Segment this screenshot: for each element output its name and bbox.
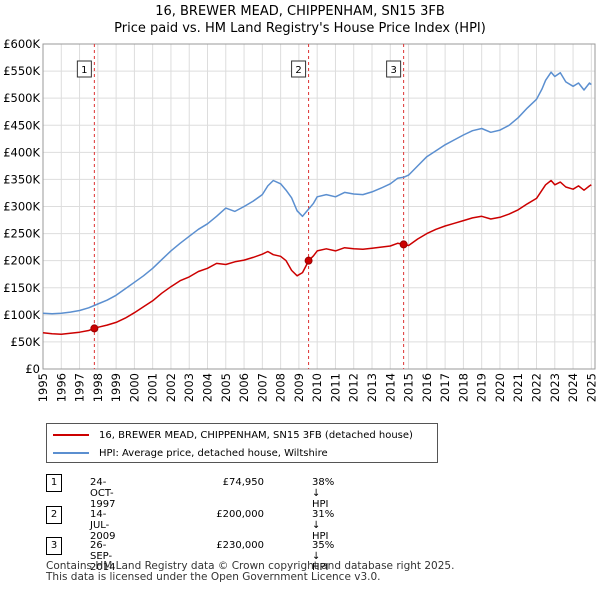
y-tick-label: £400K <box>3 145 40 159</box>
y-tick-label: £250K <box>3 227 40 241</box>
x-tick-label: 2015 <box>402 373 416 402</box>
x-tick-label: 2003 <box>182 373 196 402</box>
x-tick-label: 1996 <box>54 373 68 402</box>
y-tick-label: £150K <box>3 281 40 295</box>
y-tick-label: £0 <box>25 362 40 376</box>
legend-item-hpi: HPI: Average price, detached house, Wilt… <box>53 445 328 461</box>
y-tick-label: £450K <box>3 118 40 132</box>
x-tick-label: 2005 <box>219 373 233 402</box>
sale-marker-label: 3 <box>390 65 396 76</box>
x-tick-label: 2006 <box>237 373 251 402</box>
y-tick-label: £500K <box>3 91 40 105</box>
transaction-date: 26-SEP-2014 <box>90 540 116 573</box>
y-tick-label: £100K <box>3 308 40 322</box>
footer-line-1: Contains HM Land Registry data © Crown c… <box>46 560 455 572</box>
x-tick-label: 2001 <box>146 373 160 402</box>
sale-marker-box <box>386 60 402 78</box>
x-tick-label: 2023 <box>548 373 562 402</box>
transaction-date: 14-JUL-2009 <box>90 509 116 542</box>
chart-subtitle: Price paid vs. HM Land Registry's House … <box>114 21 486 36</box>
transaction-hpi-diff: 38% ↓ HPI <box>312 477 335 510</box>
hpi-line <box>42 71 592 315</box>
x-tick-label: 2000 <box>127 373 141 402</box>
y-tick-label: £50K <box>11 335 41 349</box>
legend-item-property: 16, BREWER MEAD, CHIPPENHAM, SN15 3FB (d… <box>53 427 413 443</box>
x-tick-label: 2013 <box>365 373 379 402</box>
x-tick-label: 2017 <box>438 373 452 402</box>
sale-point <box>399 240 408 249</box>
x-tick-label: 2021 <box>511 373 525 402</box>
x-tick-label: 2002 <box>164 373 178 402</box>
y-tick-label: £350K <box>3 172 40 186</box>
sale-marker-label: 2 <box>295 65 301 76</box>
transaction-hpi-diff: 35% ↓ HPI <box>312 540 335 573</box>
chart-legend: 16, BREWER MEAD, CHIPPENHAM, SN15 3FB (d… <box>46 423 438 463</box>
transaction-price: £74,950 <box>222 477 264 488</box>
x-tick-label: 2020 <box>493 373 507 402</box>
x-tick-label: 2019 <box>475 373 489 402</box>
transaction-price: £230,000 <box>216 540 264 551</box>
x-tick-label: 2022 <box>530 373 544 402</box>
legend-label-hpi: HPI: Average price, detached house, Wilt… <box>99 447 328 459</box>
sale-point <box>304 256 313 265</box>
legend-swatch-property <box>53 434 89 436</box>
sale-marker-label: 1 <box>81 65 87 76</box>
sale-marker-box <box>76 60 92 78</box>
chart-title: 16, BREWER MEAD, CHIPPENHAM, SN15 3FB <box>155 4 445 19</box>
x-tick-label: 2010 <box>310 373 324 402</box>
transaction-number-badge: 1 <box>46 474 62 492</box>
y-tick-label: £200K <box>3 254 40 268</box>
x-tick-label: 2012 <box>347 373 361 402</box>
x-tick-label: 1998 <box>91 373 105 402</box>
x-tick-label: 2018 <box>456 373 470 402</box>
transaction-number-badge: 3 <box>46 537 62 555</box>
property-price-line <box>42 179 592 336</box>
x-tick-label: 2004 <box>201 373 215 402</box>
x-tick-label: 1999 <box>109 373 123 402</box>
transaction-price: £200,000 <box>216 509 264 520</box>
plot-frame <box>42 43 596 370</box>
x-tick-label: 1995 <box>36 373 50 402</box>
x-tick-label: 2024 <box>566 373 580 402</box>
x-tick-label: 1997 <box>73 373 87 402</box>
x-tick-label: 2008 <box>274 373 288 402</box>
x-tick-label: 2011 <box>328 373 342 402</box>
legend-swatch-hpi <box>53 452 89 454</box>
transaction-number-badge: 2 <box>46 506 62 524</box>
sale-point <box>90 324 99 333</box>
copyright-footer: Contains HM Land Registry data © Crown c… <box>46 561 454 583</box>
transaction-date: 24-OCT-1997 <box>90 477 116 510</box>
legend-label-property: 16, BREWER MEAD, CHIPPENHAM, SN15 3FB (d… <box>99 429 413 441</box>
sale-marker-box <box>291 60 307 78</box>
footer-line-2: This data is licensed under the Open Gov… <box>46 571 381 583</box>
transaction-hpi-diff: 31% ↓ HPI <box>312 509 335 542</box>
x-tick-label: 2007 <box>255 373 269 402</box>
x-tick-label: 2009 <box>292 373 306 402</box>
x-tick-label: 2014 <box>383 373 397 402</box>
y-tick-label: £300K <box>3 200 40 214</box>
y-tick-label: £550K <box>3 64 40 78</box>
x-tick-label: 2016 <box>420 373 434 402</box>
x-tick-label: 2025 <box>584 373 598 402</box>
y-tick-label: £600K <box>3 37 40 51</box>
price-chart: £0 £50K £100K £150K £200K £250K £300K £350K £400… <box>3 37 598 402</box>
